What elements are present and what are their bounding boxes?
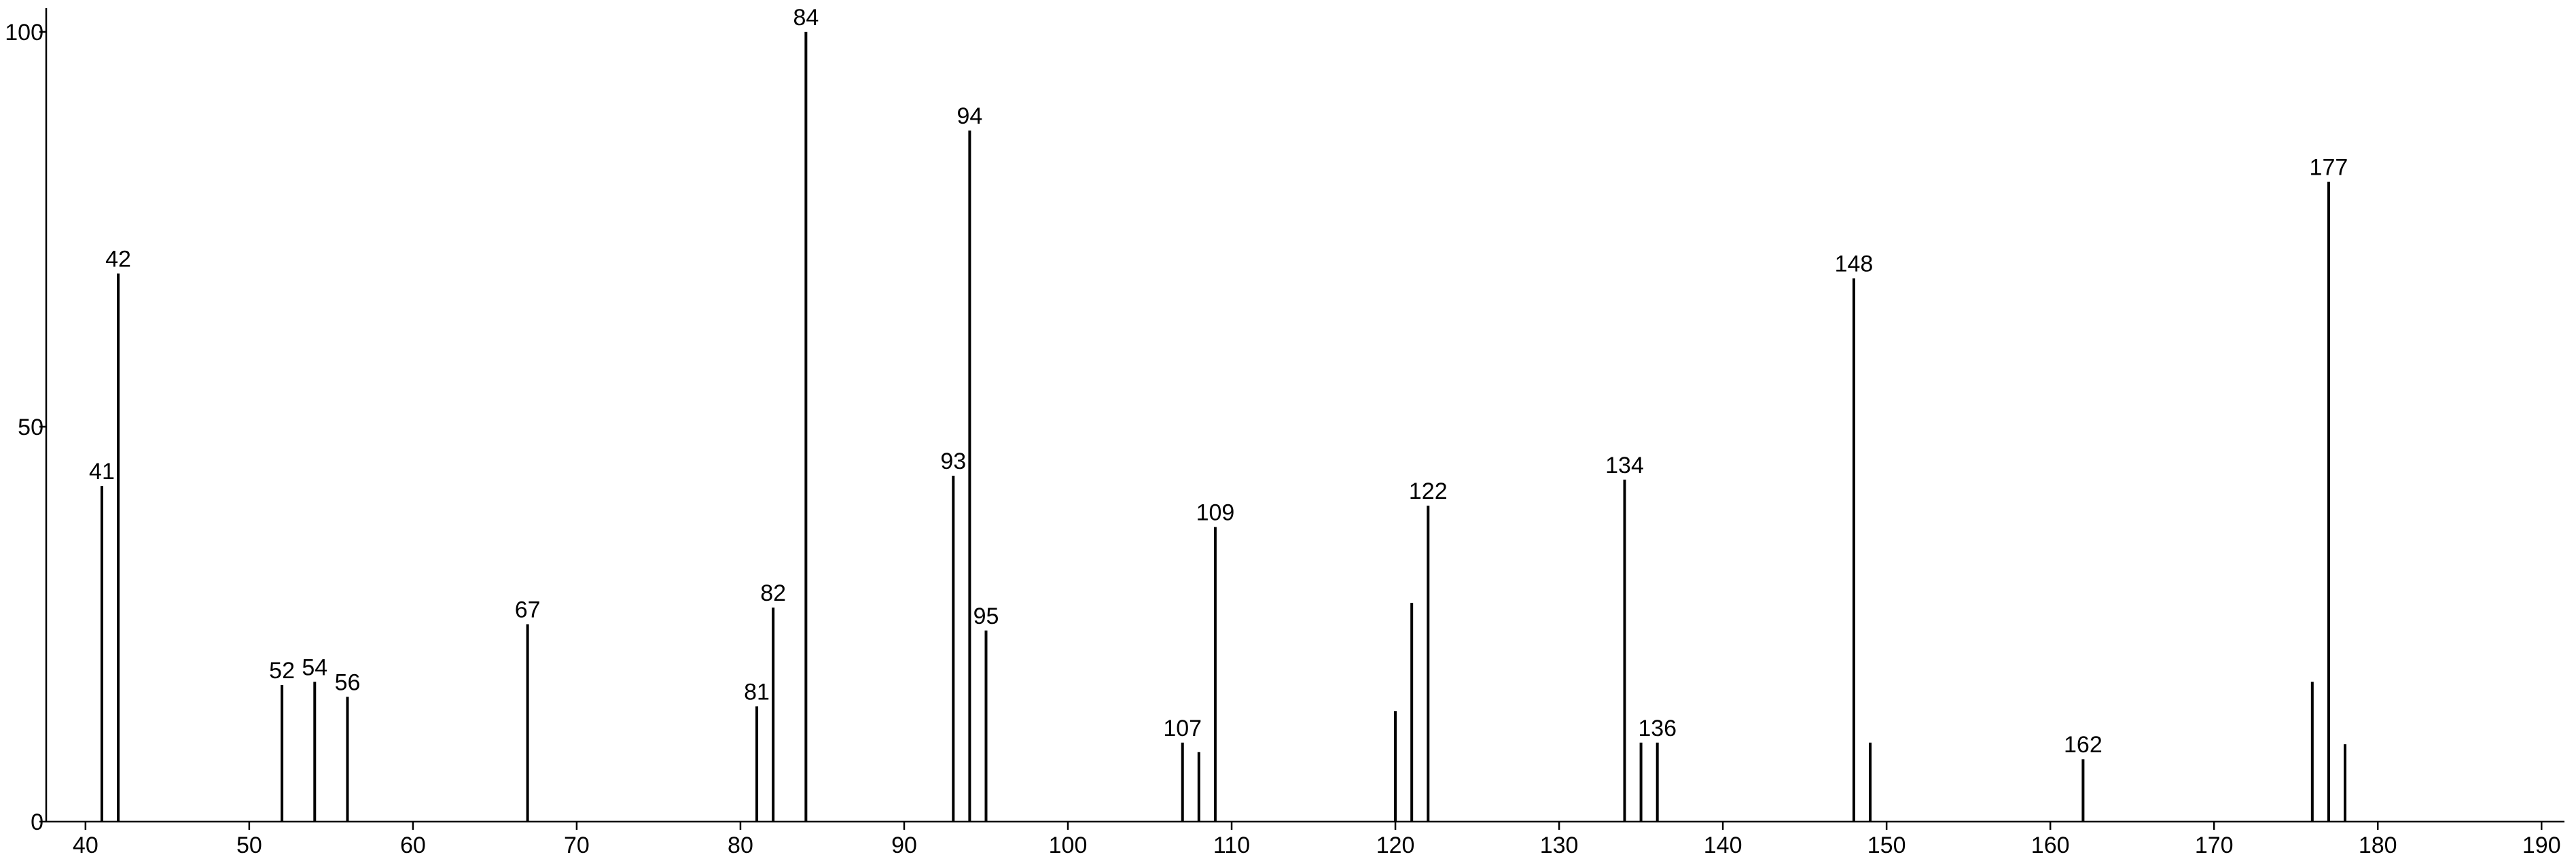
x-tick-label: 40 <box>73 832 99 858</box>
peak-label: 67 <box>515 597 541 623</box>
peak-label: 162 <box>2064 732 2103 758</box>
x-tick-label: 70 <box>564 832 590 858</box>
x-tick-label: 60 <box>400 832 426 858</box>
peak-label: 136 <box>1638 716 1677 741</box>
peak-label: 109 <box>1196 500 1235 526</box>
peak-label: 56 <box>335 669 361 695</box>
x-tick-label: 120 <box>1376 832 1415 858</box>
peak-label: 54 <box>302 654 327 680</box>
x-tick-label: 90 <box>891 832 917 858</box>
x-tick-label: 150 <box>1867 832 1906 858</box>
peak-label: 42 <box>105 246 131 272</box>
peak-label: 41 <box>89 459 115 485</box>
x-tick-label: 110 <box>1213 832 1250 858</box>
peak-label: 94 <box>956 103 982 129</box>
x-tick-label: 190 <box>2522 832 2561 858</box>
peak-label: 134 <box>1605 453 1644 478</box>
x-tick-label: 100 <box>1049 832 1088 858</box>
peak-label: 52 <box>269 658 295 684</box>
peak-label: 122 <box>1409 478 1448 504</box>
y-tick-label: 50 <box>18 415 43 440</box>
peak-label: 148 <box>1835 251 1874 277</box>
peak-label: 95 <box>973 603 999 629</box>
peak-label: 107 <box>1163 716 1202 741</box>
peak-label: 84 <box>793 5 819 31</box>
x-tick-label: 130 <box>1540 832 1579 858</box>
peak-label: 82 <box>760 580 786 606</box>
x-tick-label: 180 <box>2359 832 2397 858</box>
y-tick-label: 100 <box>5 20 43 46</box>
peak-label: 93 <box>940 449 966 474</box>
x-tick-label: 140 <box>1704 832 1742 858</box>
y-tick-label: 0 <box>31 809 43 835</box>
peak-label: 81 <box>744 679 770 705</box>
x-tick-label: 80 <box>728 832 753 858</box>
peak-label: 177 <box>2310 155 2348 181</box>
x-tick-label: 50 <box>236 832 262 858</box>
x-tick-label: 160 <box>2031 832 2070 858</box>
x-tick-label: 170 <box>2195 832 2234 858</box>
